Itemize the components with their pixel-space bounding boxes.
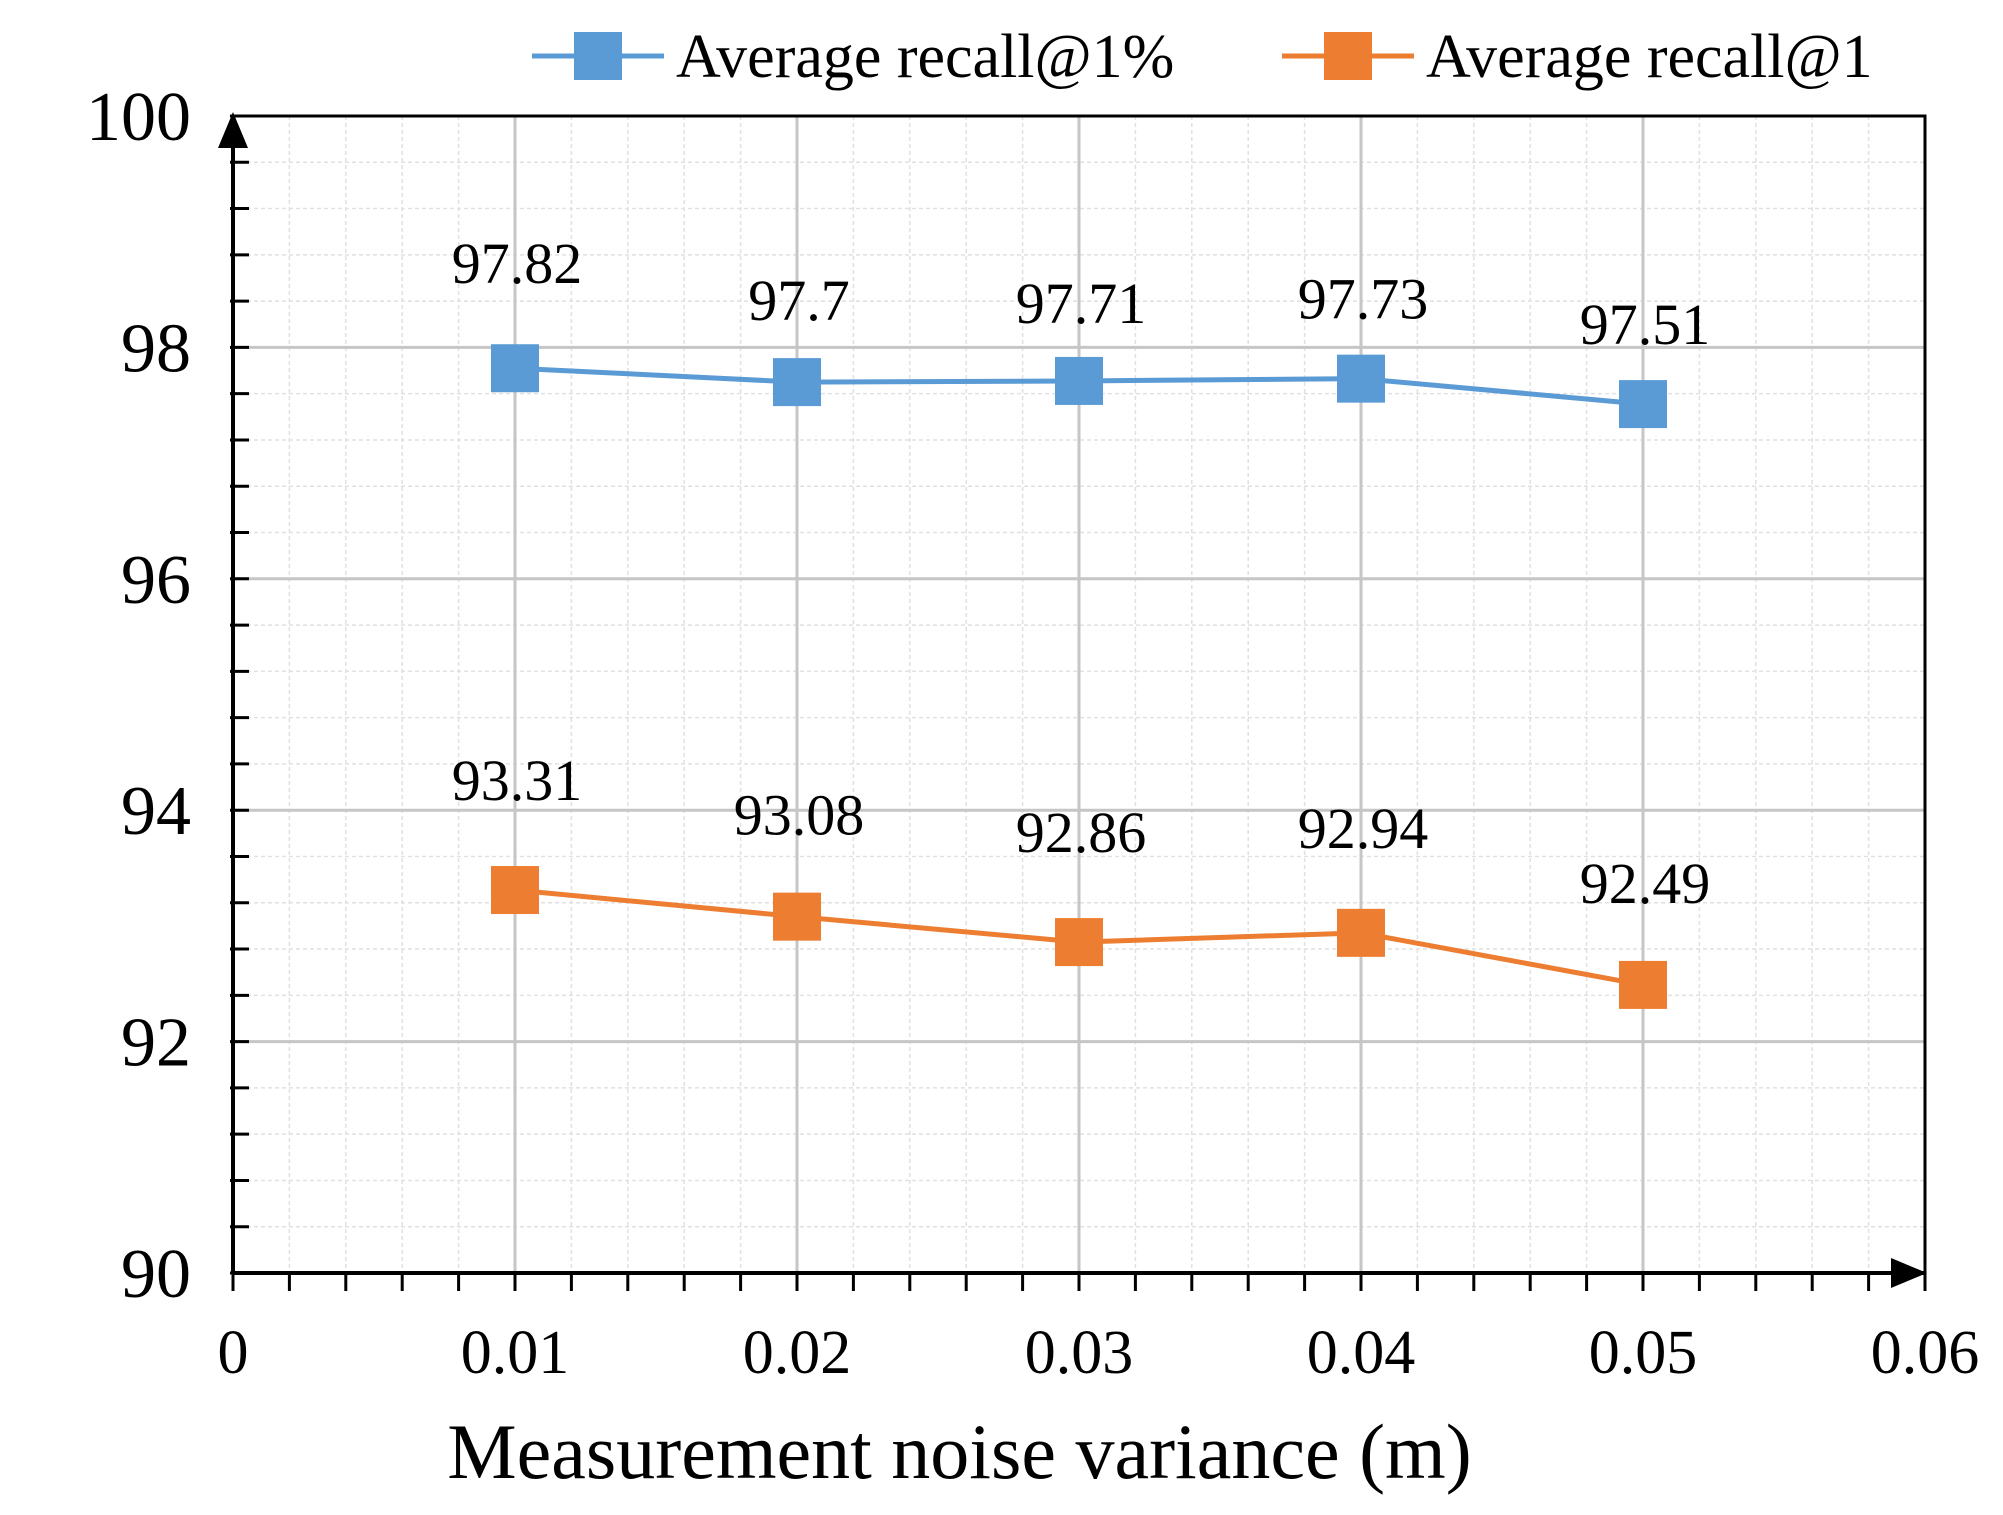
y-tick-label: 92 [121,1005,191,1082]
data-label: 93.31 [452,748,583,813]
series-2-marker [1337,908,1385,957]
y-tick-label: 100 [86,79,191,156]
data-label: 97.73 [1298,267,1429,332]
x-tick-label: 0.03 [1025,1319,1134,1387]
data-label: 97.82 [452,231,583,296]
data-label: 93.08 [734,783,865,848]
data-label: 92.86 [1016,800,1147,865]
x-tick-label: 0 [218,1319,249,1387]
y-tick-label: 98 [121,310,191,387]
data-label: 97.51 [1580,292,1711,357]
x-tick-label: 0.05 [1589,1319,1698,1387]
legend-marker-2 [1324,32,1372,80]
series-2-marker [1055,918,1103,967]
data-label: 92.94 [1298,796,1429,861]
y-tick-label: 94 [121,773,191,850]
series [491,344,1667,1009]
series-1-marker [773,358,821,407]
series-1-marker [1619,380,1667,429]
series-2-marker [1619,960,1667,1009]
legend: Average recall@1% Average recall@1 [532,23,1873,91]
axes: 0 0.01 0.02 0.03 0.04 0.05 0.06 90 92 94 96 98 100 [86,79,1979,1387]
series-1-marker [491,344,539,393]
y-tick-label: 90 [121,1236,191,1313]
series-2-marker [773,892,821,941]
y-tick-label: 96 [121,542,191,619]
legend-marker-1 [574,32,622,80]
legend-label-2: Average recall@1 [1426,23,1873,91]
data-labels: 97.82 97.7 97.71 97.73 97.51 93.31 93.08 92.86 9… [452,231,1711,916]
x-tick-label: 0.01 [461,1319,570,1387]
series-1-marker [1055,356,1103,405]
x-axis-arrow [1891,1258,1927,1288]
series-2-marker [491,866,539,915]
data-label: 97.71 [1016,271,1147,336]
y-axis-arrow [218,112,248,148]
x-tick-label: 0.04 [1307,1319,1416,1387]
data-label: 97.7 [748,268,850,333]
data-label: 92.49 [1580,851,1711,916]
x-tick-label: 0.02 [743,1319,852,1387]
x-axis-title: Measurement noise variance (m) [447,1408,1471,1495]
legend-label-1: Average recall@1% [676,23,1174,91]
series-1-marker [1337,354,1385,403]
x-tick-label: 0.06 [1871,1319,1980,1387]
